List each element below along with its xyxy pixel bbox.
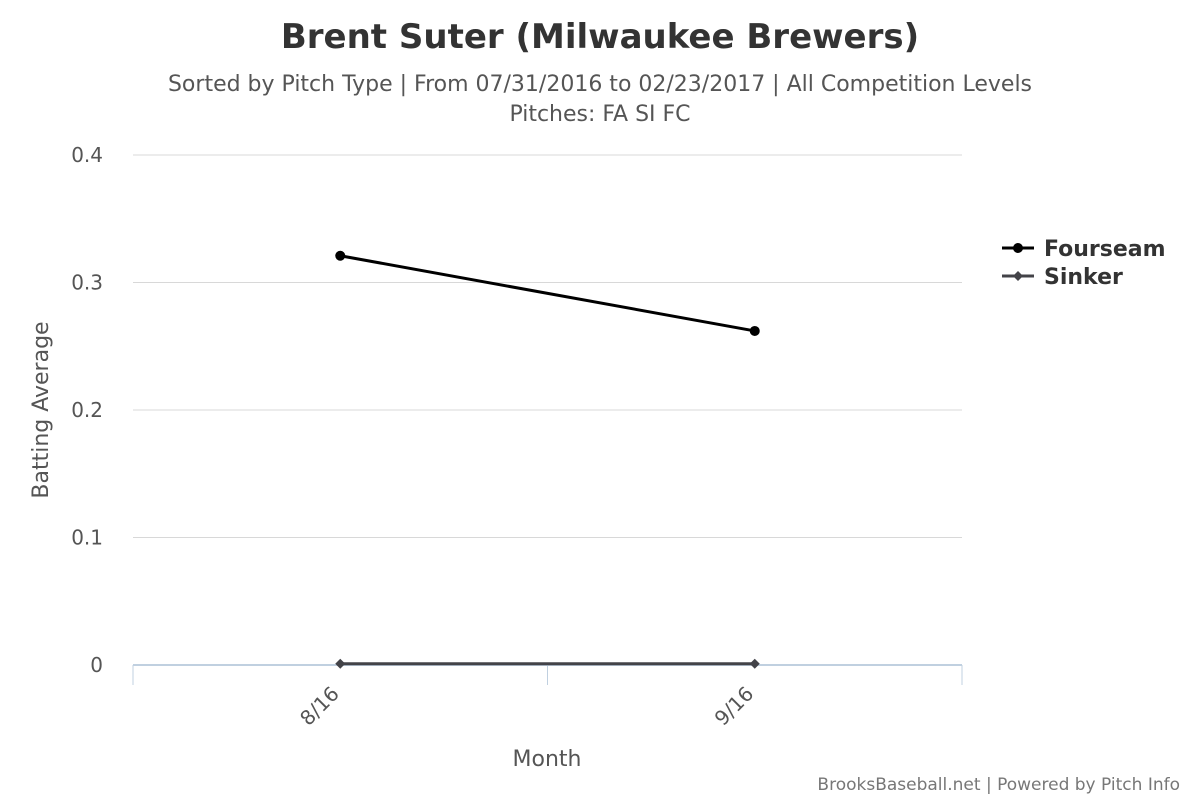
data-point — [749, 325, 760, 336]
data-point — [749, 658, 760, 669]
x-axis — [132, 664, 963, 685]
chart-title: Brent Suter (Milwaukee Brewers) — [281, 17, 919, 57]
y-tick-label: 0.2 — [71, 398, 103, 422]
legend-label: Fourseam — [1044, 237, 1166, 262]
legend[interactable]: Fourseam Sinker — [1002, 237, 1166, 290]
y-tick-label: 0.1 — [71, 526, 103, 550]
y-tick-label: 0.4 — [71, 143, 103, 167]
legend-marker — [1013, 271, 1023, 281]
credits[interactable]: BrooksBaseball.net | Powered by Pitch In… — [817, 775, 1180, 795]
data-point — [335, 250, 346, 261]
y-tick-label: 0 — [90, 653, 103, 677]
x-tick-label: 8/16 — [295, 682, 344, 731]
x-tick-labels: 8/16 9/16 — [295, 682, 758, 731]
chart-subtitle-line1: Sorted by Pitch Type | From 07/31/2016 t… — [168, 72, 1032, 97]
y-tick-labels: 0 0.1 0.2 0.3 0.4 — [71, 143, 103, 677]
legend-marker — [1013, 243, 1023, 253]
y-tick-label: 0.3 — [71, 271, 103, 295]
x-axis-title: Month — [513, 747, 582, 772]
y-axis-title: Batting Average — [29, 321, 54, 498]
legend-label: Sinker — [1044, 265, 1123, 290]
y-gridlines — [133, 154, 962, 538]
chart-subtitle-line2: Pitches: FA SI FC — [509, 102, 690, 127]
series-group — [335, 250, 760, 669]
data-point — [335, 658, 346, 669]
x-tick-label: 9/16 — [710, 682, 759, 731]
series-line-fourseam — [339, 254, 756, 333]
